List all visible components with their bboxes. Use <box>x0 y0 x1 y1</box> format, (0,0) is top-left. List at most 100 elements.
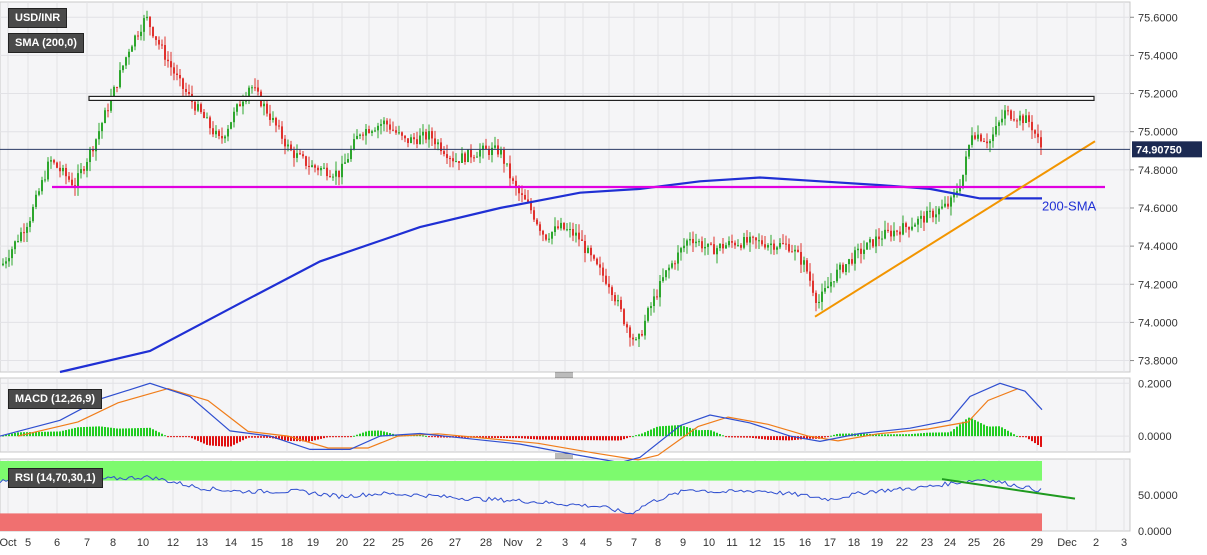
candle-body <box>908 226 910 230</box>
candle-body <box>569 229 571 231</box>
macd-histogram-bar <box>59 431 61 437</box>
macd-histogram-bar <box>743 436 745 438</box>
candle-body <box>329 176 331 178</box>
macd-histogram-bar <box>254 436 256 438</box>
macd-histogram-bar <box>782 436 784 441</box>
candle-body <box>554 226 556 233</box>
candle-body <box>785 243 787 245</box>
candle-body <box>881 238 883 240</box>
macd-histogram-bar <box>626 436 628 439</box>
x-tick-label: 26 <box>421 537 433 549</box>
candle-body <box>887 229 889 231</box>
macd-histogram-bar <box>152 429 154 437</box>
candle-body <box>305 156 307 166</box>
macd-histogram-bar <box>89 426 91 437</box>
candle-body <box>311 165 313 168</box>
candle-body <box>161 44 163 46</box>
candle-body <box>215 130 217 135</box>
candle-body <box>581 239 583 241</box>
candle-body <box>140 31 142 37</box>
macd-histogram-bar <box>335 436 337 438</box>
macd-histogram-bar <box>350 436 352 438</box>
candle-body <box>629 327 631 338</box>
macd-histogram-bar <box>230 436 232 447</box>
macd-histogram-bar <box>680 425 682 437</box>
symbol-label: USD/INR <box>8 8 68 28</box>
macd-histogram-bar <box>65 430 67 437</box>
x-tick-label: 2 <box>536 537 542 549</box>
macd-histogram-bar <box>977 421 979 437</box>
candle-body <box>515 180 517 188</box>
macd-histogram-bar <box>416 435 418 437</box>
macd-histogram-bar <box>683 426 685 437</box>
macd-histogram-bar <box>989 426 991 437</box>
candle-body <box>110 97 112 111</box>
macd-histogram-bar <box>359 433 361 437</box>
candle-body <box>365 129 367 136</box>
macd-histogram-bar <box>926 432 928 437</box>
candle-body <box>791 251 793 253</box>
macd-histogram-bar <box>143 427 145 437</box>
candle-body <box>587 247 589 253</box>
candle-body <box>746 237 748 243</box>
macd-histogram-bar <box>581 436 583 441</box>
macd-histogram-bar <box>518 436 520 439</box>
candle-body <box>422 131 424 136</box>
candle-body <box>617 300 619 302</box>
candle-body <box>95 139 97 152</box>
candle-body <box>164 45 166 60</box>
candle-body <box>665 270 667 278</box>
macd-histogram-bar <box>368 430 370 437</box>
macd-histogram-bar <box>221 436 223 447</box>
macd-histogram-bar <box>956 426 958 437</box>
candle-body <box>416 139 418 145</box>
candle-body <box>977 134 979 139</box>
candle-body <box>80 169 82 174</box>
macd-histogram-bar <box>179 436 181 438</box>
x-tick-label: Nov <box>503 537 523 549</box>
macd-histogram-bar <box>959 424 961 437</box>
macd-histogram-bar <box>29 432 31 437</box>
candle-body <box>473 157 475 159</box>
candle-body <box>227 128 229 137</box>
macd-histogram-bar <box>833 434 835 437</box>
macd-histogram-bar <box>461 436 463 438</box>
macd-histogram-bar <box>704 430 706 437</box>
x-tick-label: 19 <box>307 537 319 549</box>
x-tick-label: 12 <box>749 537 761 549</box>
candle-body <box>749 236 751 243</box>
candle-body <box>797 249 799 252</box>
macd-histogram-bar <box>263 436 265 438</box>
candle-body <box>149 16 151 28</box>
candle-body <box>8 258 10 262</box>
candle-body <box>872 239 874 247</box>
macd-histogram-bar <box>83 427 85 437</box>
candle-body <box>71 179 73 186</box>
rsi-overbought-zone <box>0 461 1042 481</box>
candle-body <box>155 36 157 40</box>
candle-body <box>350 149 352 160</box>
candle-body <box>446 154 448 159</box>
candle-body <box>740 245 742 248</box>
macd-histogram-bar <box>482 436 484 438</box>
macd-histogram-bar <box>500 436 502 438</box>
candle-body <box>386 120 388 125</box>
macd-histogram-bar <box>998 426 1000 437</box>
macd-histogram-bar <box>830 435 832 437</box>
candle-body <box>971 135 973 145</box>
candle-body <box>482 145 484 151</box>
candle-body <box>383 120 385 125</box>
candle-body <box>179 75 181 79</box>
macd-histogram-bar <box>521 436 523 439</box>
candle-body <box>206 117 208 119</box>
x-tick-label: 15 <box>251 537 263 549</box>
candle-body <box>491 147 493 155</box>
candle-body <box>956 191 958 193</box>
candle-body <box>1031 121 1033 131</box>
macd-histogram-bar <box>785 436 787 441</box>
candle-body <box>11 249 13 259</box>
candle-body <box>677 252 679 264</box>
candle-body <box>788 244 790 252</box>
candle-body <box>914 224 916 227</box>
candle-body <box>368 129 370 133</box>
